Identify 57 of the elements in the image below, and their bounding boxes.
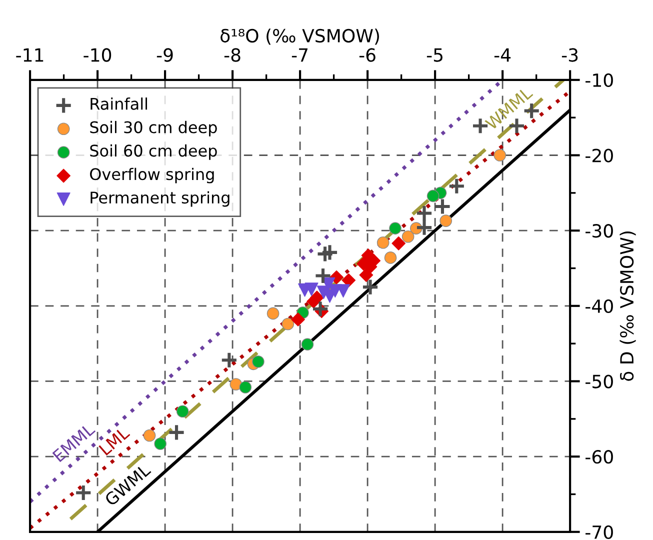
- y-tick-label: -30: [586, 224, 613, 238]
- point: [282, 318, 294, 330]
- annotation: LML: [98, 426, 130, 456]
- point: [301, 338, 314, 350]
- point: [342, 273, 356, 288]
- y-tick-label: -60: [586, 450, 613, 464]
- point: [426, 190, 440, 202]
- y-tick-label: -40: [586, 299, 613, 314]
- x-tick-label: -9: [156, 48, 173, 62]
- point: [74, 484, 92, 502]
- point: [402, 230, 414, 243]
- point: [384, 252, 397, 264]
- x-tick-label: -11: [16, 48, 44, 62]
- point: [168, 424, 186, 442]
- point: [143, 429, 156, 442]
- x-axis-title: δ¹⁸O (‰ VSMOW): [220, 28, 379, 45]
- x-tick-label: -3: [562, 48, 578, 62]
- point: [415, 218, 434, 236]
- point: [415, 204, 434, 222]
- point: [494, 149, 506, 162]
- legend-label: Soil 60 cm deep: [90, 144, 217, 160]
- point: [311, 300, 330, 318]
- y-tick-label: -50: [586, 374, 613, 388]
- point: [154, 438, 166, 450]
- x-tick-label: -10: [84, 48, 112, 62]
- y-tick-label: -70: [586, 525, 613, 540]
- point: [230, 378, 242, 390]
- point: [359, 268, 374, 282]
- point: [266, 307, 280, 320]
- point: [434, 198, 452, 216]
- point: [252, 355, 264, 368]
- y-tick-label: -10: [586, 73, 613, 88]
- x-tick-label: -7: [292, 48, 308, 62]
- point: [389, 222, 402, 234]
- point: [336, 284, 350, 298]
- y-axis-title: δ D (‰ VSMOW): [620, 231, 636, 381]
- point: [220, 351, 238, 369]
- x-tick-label: -8: [224, 48, 240, 62]
- point: [392, 236, 406, 250]
- point: [376, 236, 390, 249]
- x-tick-label: -6: [359, 48, 376, 62]
- x-tick-label: -4: [494, 48, 511, 62]
- point: [306, 294, 320, 308]
- point: [314, 266, 332, 285]
- point: [239, 381, 252, 394]
- point: [440, 214, 452, 227]
- point: [176, 405, 189, 418]
- point: [361, 278, 380, 296]
- legend-label: Soil 30 cm deep: [90, 120, 217, 136]
- legend-label: Rainfall: [90, 97, 148, 110]
- legend-label: Permanent spring: [90, 191, 230, 207]
- y-tick-label: -20: [586, 148, 613, 162]
- x-tick-label: -5: [426, 48, 442, 62]
- point: [304, 282, 318, 296]
- point: [448, 177, 466, 195]
- point: [291, 312, 305, 326]
- legend-label: Overflow spring: [90, 168, 214, 184]
